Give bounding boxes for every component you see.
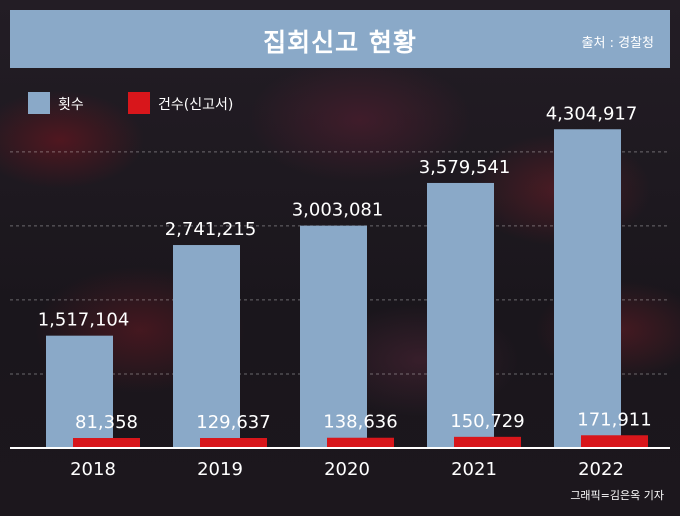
bar-count-2018 bbox=[46, 335, 113, 448]
value-label-count-2019: 2,741,215 bbox=[165, 219, 257, 240]
value-label-count-2020: 3,003,081 bbox=[292, 200, 384, 221]
x-tick-label-2019: 2019 bbox=[197, 459, 243, 480]
x-tick-label-2021: 2021 bbox=[451, 459, 497, 480]
title-bar: 집회신고 현황 출처 : 경찰청 bbox=[10, 10, 670, 68]
value-label-count-2022: 4,304,917 bbox=[546, 103, 638, 124]
x-tick-label-2018: 2018 bbox=[70, 459, 116, 480]
legend-swatch-count bbox=[28, 92, 50, 114]
bar-reports-2019 bbox=[200, 438, 267, 448]
bar-count-2022 bbox=[554, 129, 621, 448]
value-label-reports-2019: 129,637 bbox=[196, 412, 270, 433]
legend-label-count: 횟수 bbox=[58, 97, 84, 113]
legend-label-reports: 건수(신고서) bbox=[158, 97, 234, 113]
legend-swatch-reports bbox=[128, 92, 150, 114]
x-tick-label-2020: 2020 bbox=[324, 459, 370, 480]
graphic-credit: 그래픽=김은옥 기자 bbox=[570, 489, 664, 502]
bar-count-2019 bbox=[173, 245, 240, 448]
value-label-count-2018: 1,517,104 bbox=[38, 310, 130, 331]
value-label-reports-2022: 171,911 bbox=[577, 409, 651, 430]
bar-reports-2018 bbox=[73, 438, 140, 448]
value-label-reports-2020: 138,636 bbox=[323, 412, 397, 433]
x-tick-label-2022: 2022 bbox=[578, 459, 624, 480]
bar-reports-2020 bbox=[327, 437, 394, 448]
bar-reports-2022 bbox=[581, 435, 648, 448]
value-label-reports-2018: 81,358 bbox=[75, 412, 138, 433]
value-label-reports-2021: 150,729 bbox=[450, 411, 524, 432]
bar-count-2020 bbox=[300, 225, 367, 448]
bar-count-2021 bbox=[427, 182, 494, 448]
source-note: 출처 : 경찰청 bbox=[581, 36, 654, 51]
value-label-count-2021: 3,579,541 bbox=[419, 157, 511, 178]
bar-reports-2021 bbox=[454, 436, 521, 448]
chart-title: 집회신고 현황 bbox=[263, 28, 417, 57]
